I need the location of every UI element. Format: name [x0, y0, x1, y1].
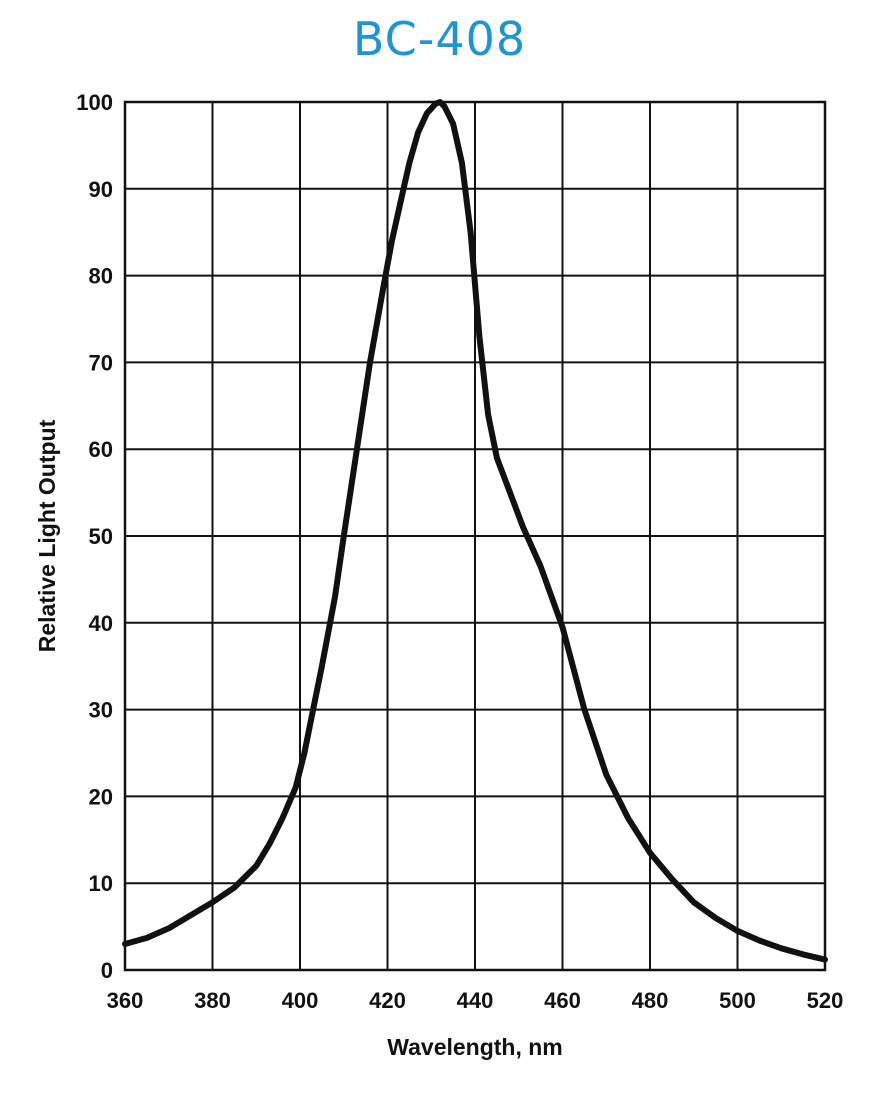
x-tick-label: 480	[632, 988, 669, 1013]
y-tick-label: 90	[89, 177, 113, 202]
plot-frame	[123, 100, 827, 972]
x-tick-label: 440	[457, 988, 494, 1013]
x-tick-label: 500	[719, 988, 756, 1013]
y-tick-label: 80	[89, 264, 113, 289]
x-tick-label: 420	[369, 988, 406, 1013]
y-tick-label: 30	[89, 698, 113, 723]
x-tick-labels: 360 380 400 420 440 460 480 500 520	[107, 988, 844, 1013]
y-tick-label: 100	[76, 90, 113, 115]
y-tick-label: 40	[89, 611, 113, 636]
x-axis-title: Wavelength, nm	[387, 1034, 563, 1060]
y-tick-label: 20	[89, 784, 113, 809]
y-tick-label: 70	[89, 350, 113, 375]
x-tick-label: 380	[194, 988, 231, 1013]
x-tick-label: 400	[282, 988, 319, 1013]
y-tick-label: 10	[89, 871, 113, 896]
series-line	[122, 99, 828, 963]
y-axis-title: Relative Light Output	[34, 419, 60, 652]
y-tick-label: 50	[89, 524, 113, 549]
y-tick-label: 0	[101, 958, 113, 983]
y-tick-labels: 0 10 20 30 40 50 60 70 80 90 100	[76, 90, 113, 983]
grid-lines	[124, 101, 826, 971]
x-tick-label: 520	[807, 988, 844, 1013]
y-tick-label: 60	[89, 437, 113, 462]
x-tick-label: 360	[107, 988, 144, 1013]
chart-title: BC-408	[352, 12, 527, 66]
x-tick-label: 460	[544, 988, 581, 1013]
